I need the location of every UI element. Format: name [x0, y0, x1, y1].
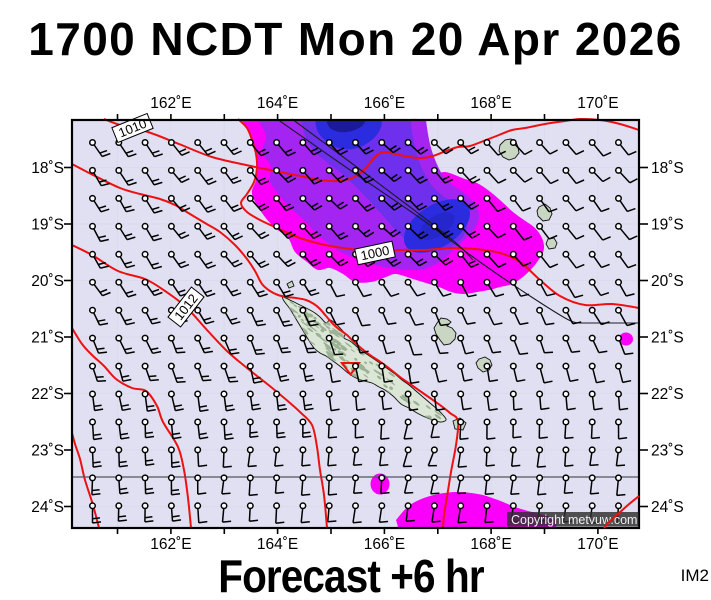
svg-text:18˚S: 18˚S	[651, 160, 684, 177]
svg-text:20˚S: 20˚S	[31, 273, 64, 290]
svg-text:162˚E: 162˚E	[150, 95, 191, 112]
svg-text:168˚E: 168˚E	[470, 95, 511, 112]
svg-text:1000: 1000	[359, 243, 390, 264]
svg-text:18˚S: 18˚S	[31, 160, 64, 177]
svg-text:Copyright metvuw.com: Copyright metvuw.com	[511, 513, 637, 527]
svg-text:162˚E: 162˚E	[150, 536, 191, 553]
svg-text:24˚S: 24˚S	[651, 499, 684, 516]
svg-text:23˚S: 23˚S	[651, 443, 684, 460]
svg-text:19˚S: 19˚S	[31, 217, 64, 234]
svg-text:21˚S: 21˚S	[31, 330, 64, 347]
svg-text:166˚E: 166˚E	[364, 536, 405, 553]
svg-text:164˚E: 164˚E	[257, 536, 298, 553]
svg-text:21˚S: 21˚S	[651, 330, 684, 347]
svg-text:170˚E: 170˚E	[577, 536, 618, 553]
svg-text:23˚S: 23˚S	[31, 443, 64, 460]
svg-text:22˚S: 22˚S	[651, 386, 684, 403]
svg-text:19˚S: 19˚S	[651, 217, 684, 234]
svg-text:170˚E: 170˚E	[577, 95, 618, 112]
svg-text:24˚S: 24˚S	[31, 499, 64, 516]
svg-text:166˚E: 166˚E	[364, 95, 405, 112]
svg-text:164˚E: 164˚E	[257, 95, 298, 112]
svg-text:20˚S: 20˚S	[651, 273, 684, 290]
svg-text:22˚S: 22˚S	[31, 386, 64, 403]
svg-text:168˚E: 168˚E	[470, 536, 511, 553]
